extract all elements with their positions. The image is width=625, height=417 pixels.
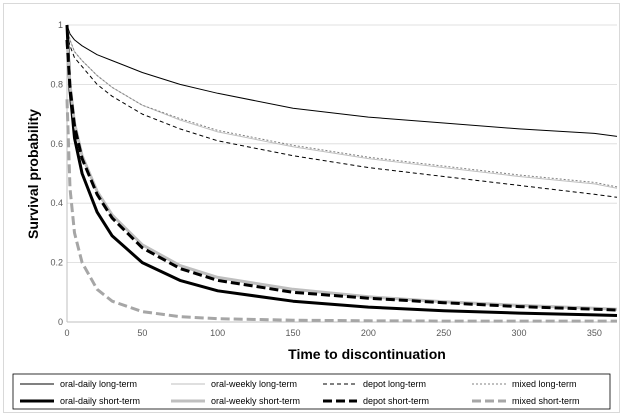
series-line	[66, 24, 618, 137]
x-tick-label: 50	[137, 328, 147, 338]
y-tick-label: 0.2	[50, 258, 63, 268]
legend-label: oral-daily short-term	[60, 396, 140, 406]
legend-label: oral-weekly short-term	[211, 396, 300, 406]
y-tick-labels: 0 0.2 0.4 0.6 0.8 1	[50, 20, 63, 327]
series-line	[66, 24, 618, 189]
y-tick-label: 0.4	[50, 198, 63, 208]
x-tick-label: 250	[436, 328, 451, 338]
y-axis-title: Survival probability	[25, 109, 41, 239]
x-tick-label: 300	[512, 328, 527, 338]
y-tick-label: 0.6	[50, 139, 63, 149]
series-line	[65, 39, 618, 312]
x-axis-title: Time to discontinuation	[288, 346, 446, 362]
legend-label: mixed long-term	[512, 379, 577, 389]
x-tick-labels: 0 50 100 150 200 250 300 350	[64, 328, 601, 338]
x-tick-label: 100	[210, 328, 225, 338]
y-tick-label: 0	[58, 317, 63, 327]
series-lines	[65, 24, 618, 323]
x-tick-label: 350	[587, 328, 602, 338]
series-line	[65, 24, 618, 317]
series-line	[66, 33, 618, 198]
x-tick-label: 0	[64, 328, 69, 338]
y-tick-label: 0.8	[50, 79, 63, 89]
x-tick-label: 200	[361, 328, 376, 338]
legend-label: depot short-term	[363, 396, 429, 406]
legend-label: depot long-term	[363, 379, 426, 389]
axes	[66, 25, 617, 323]
x-tick-label: 150	[286, 328, 301, 338]
legend-label: oral-daily long-term	[60, 379, 137, 389]
legend-box	[12, 373, 611, 410]
gridlines	[67, 24, 617, 264]
legend: oral-daily long-term oral-weekly long-ter…	[12, 373, 611, 410]
series-line	[65, 99, 617, 323]
series-line	[66, 24, 618, 188]
y-tick-label: 1	[58, 20, 63, 30]
legend-label: oral-weekly long-term	[211, 379, 297, 389]
legend-label: mixed short-term	[512, 396, 580, 406]
series-line	[65, 39, 618, 311]
